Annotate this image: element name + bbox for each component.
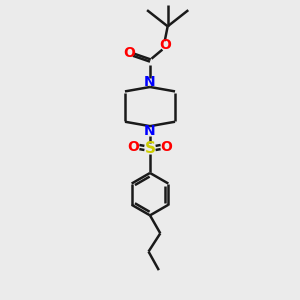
Text: N: N — [144, 75, 156, 89]
Text: N: N — [144, 124, 156, 138]
Text: O: O — [128, 140, 140, 154]
Text: O: O — [159, 38, 171, 52]
Text: O: O — [160, 140, 172, 154]
Text: O: O — [124, 46, 135, 60]
Text: S: S — [145, 141, 155, 156]
